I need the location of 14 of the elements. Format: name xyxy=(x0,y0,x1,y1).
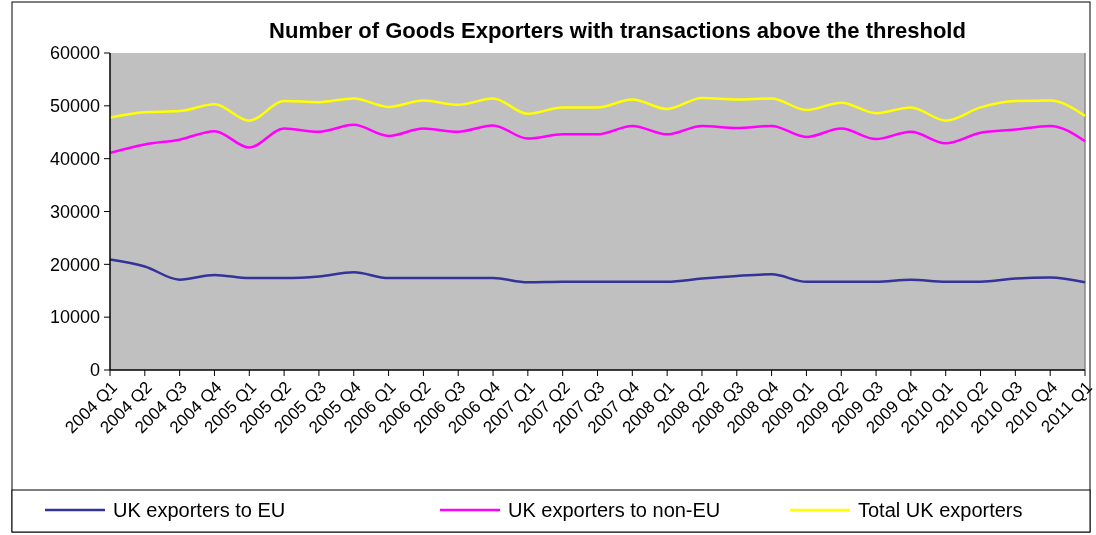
y-tick-label: 40000 xyxy=(49,148,100,169)
legend-label: UK exporters to EU xyxy=(113,499,286,521)
line-series xyxy=(108,258,1087,284)
y-tick-label: 0 xyxy=(89,360,100,381)
chart-title: Number of Goods Exporters with transactions above the threshold xyxy=(269,18,966,43)
y-tick-label: 30000 xyxy=(49,201,100,222)
y-tick-label: 60000 xyxy=(49,43,100,64)
line-series xyxy=(108,123,1087,155)
y-tick-label: 20000 xyxy=(49,254,100,275)
y-tick-label: 50000 xyxy=(49,96,100,117)
y-tick-label: 10000 xyxy=(49,307,100,328)
legend-label: UK exporters to non-EU xyxy=(508,499,721,521)
legend-label: Total UK exporters xyxy=(858,499,1023,521)
line-series xyxy=(108,96,1087,122)
